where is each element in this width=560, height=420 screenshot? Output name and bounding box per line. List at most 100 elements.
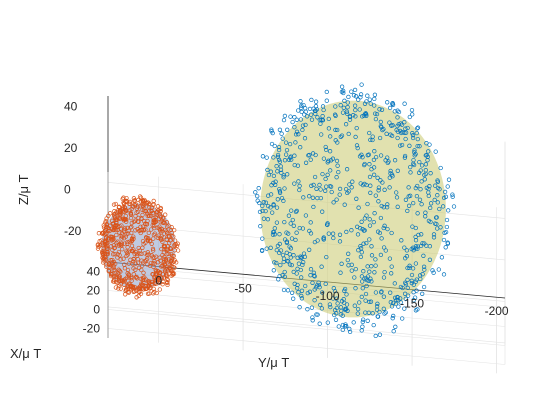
data-point xyxy=(153,254,159,259)
data-point xyxy=(151,202,156,208)
data-point xyxy=(427,257,433,262)
data-point xyxy=(310,195,316,200)
data-point xyxy=(357,107,362,112)
data-point xyxy=(403,126,408,131)
data-point xyxy=(146,213,152,219)
data-point xyxy=(112,267,117,273)
data-point xyxy=(329,189,334,195)
data-point xyxy=(402,155,408,160)
data-point xyxy=(406,203,412,208)
data-point xyxy=(290,119,295,125)
data-point xyxy=(318,302,323,308)
data-point xyxy=(406,185,411,190)
data-point xyxy=(358,92,364,97)
data-point xyxy=(139,286,144,291)
data-point xyxy=(281,287,287,293)
data-point xyxy=(394,190,399,195)
data-point xyxy=(333,317,339,322)
data-point xyxy=(131,234,136,239)
data-point xyxy=(346,131,351,137)
data-point xyxy=(359,274,365,279)
data-point xyxy=(286,157,292,162)
data-point xyxy=(305,307,310,312)
data-point xyxy=(313,104,319,109)
data-point xyxy=(169,268,174,274)
data-point xyxy=(417,144,422,149)
data-point xyxy=(435,185,441,191)
data-point xyxy=(264,246,269,251)
data-point xyxy=(389,230,394,236)
data-point xyxy=(428,171,433,176)
data-point xyxy=(135,260,141,265)
data-point xyxy=(387,185,392,190)
data-point xyxy=(152,223,157,228)
data-point xyxy=(324,147,329,153)
data-point xyxy=(143,286,148,292)
data-point xyxy=(325,320,330,325)
y-tick-label: -200 xyxy=(485,304,509,318)
data-point xyxy=(152,275,158,281)
data-point xyxy=(297,183,302,189)
data-point xyxy=(284,147,290,153)
data-point xyxy=(375,175,380,180)
data-point xyxy=(395,204,400,209)
data-point xyxy=(108,271,114,276)
data-point xyxy=(172,227,177,233)
data-point xyxy=(307,194,312,199)
data-point xyxy=(388,132,393,137)
data-point xyxy=(411,200,416,206)
z-axis-label: Z/μ T xyxy=(16,174,31,205)
data-point xyxy=(282,113,288,119)
grid-lines xyxy=(107,141,506,374)
data-point xyxy=(153,214,158,220)
data-point xyxy=(330,231,336,236)
data-point xyxy=(136,265,142,270)
data-point xyxy=(369,253,375,258)
data-point xyxy=(407,114,412,120)
data-point xyxy=(134,295,139,300)
data-point xyxy=(369,264,374,269)
data-point xyxy=(349,89,354,94)
data-point xyxy=(159,226,164,232)
data-point xyxy=(143,284,149,289)
data-point xyxy=(138,228,143,233)
data-point xyxy=(335,163,340,168)
data-point xyxy=(352,103,358,108)
data-point xyxy=(424,152,429,158)
data-point xyxy=(345,257,350,263)
data-point xyxy=(289,208,294,213)
data-point xyxy=(314,186,319,191)
data-point xyxy=(288,114,293,119)
data-point xyxy=(100,242,105,248)
data-point xyxy=(110,234,115,240)
data-point xyxy=(337,239,343,244)
data-point xyxy=(361,113,367,118)
data-point xyxy=(407,265,412,271)
data-point xyxy=(347,329,353,335)
data-point xyxy=(352,275,357,280)
data-point xyxy=(333,138,338,143)
data-point xyxy=(140,245,145,250)
data-point xyxy=(338,312,343,317)
data-point xyxy=(292,281,297,286)
data-point xyxy=(259,248,265,253)
data-point xyxy=(435,226,440,231)
data-point xyxy=(114,272,120,278)
data-point xyxy=(157,212,162,217)
data-point xyxy=(129,278,134,283)
data-point xyxy=(123,292,128,297)
data-point xyxy=(287,141,293,147)
data-point xyxy=(411,162,417,168)
grid-line xyxy=(107,328,506,365)
data-point xyxy=(282,269,287,275)
data-point xyxy=(131,272,136,277)
data-point xyxy=(109,226,115,231)
data-point xyxy=(108,211,113,216)
data-point xyxy=(360,155,365,160)
data-point xyxy=(398,128,403,134)
data-point xyxy=(144,258,149,263)
data-point xyxy=(367,162,372,167)
data-point xyxy=(415,246,420,251)
data-point xyxy=(413,246,418,251)
data-point xyxy=(152,231,158,236)
